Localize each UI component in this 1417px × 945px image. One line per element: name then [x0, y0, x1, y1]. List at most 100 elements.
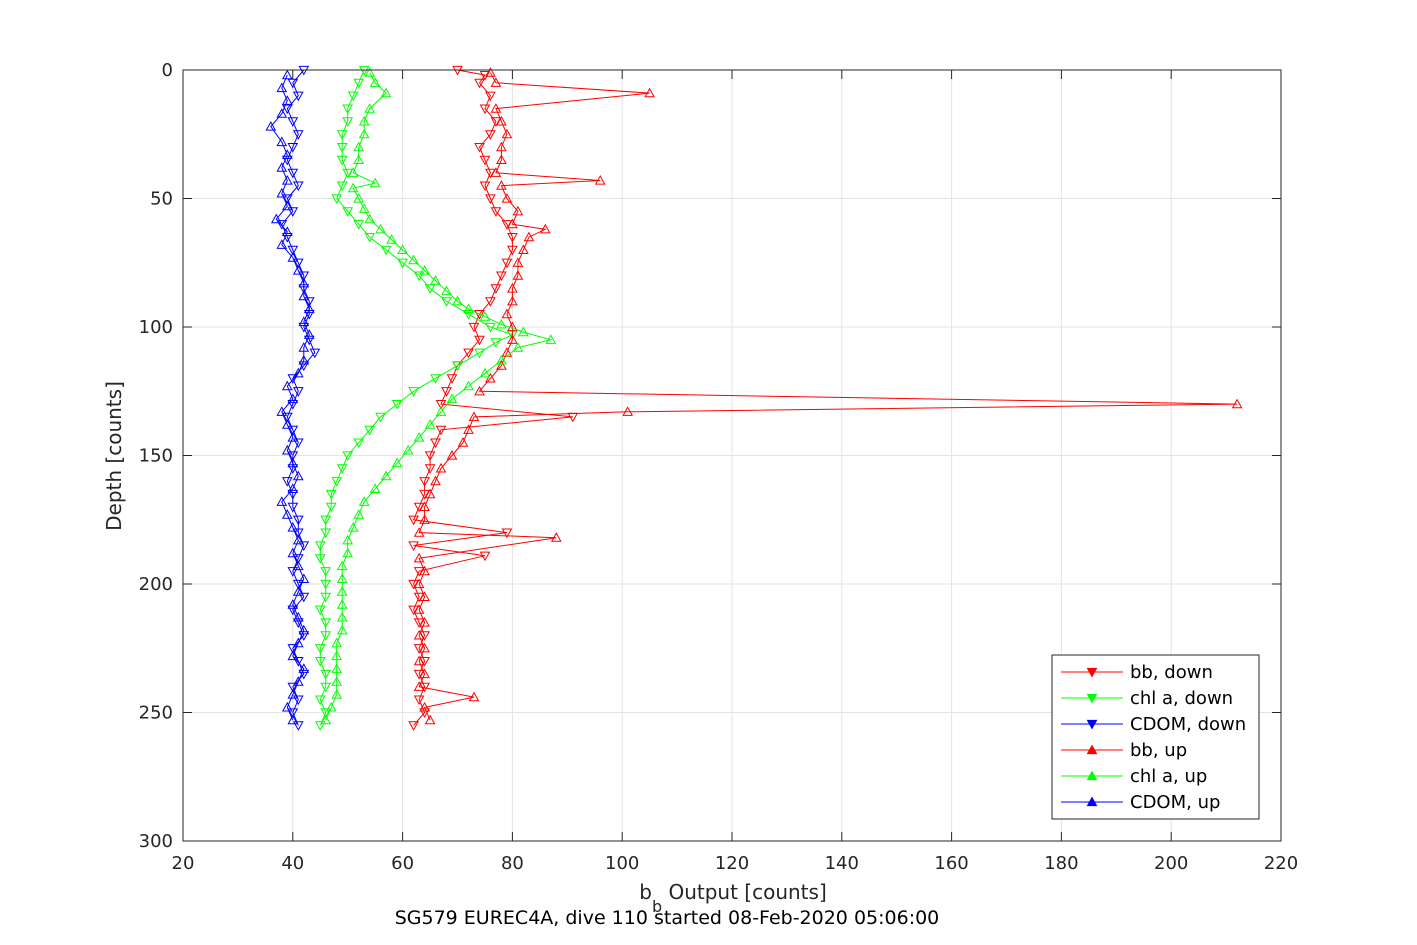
data-point	[320, 618, 332, 629]
data-point	[413, 431, 425, 442]
data-point	[419, 642, 430, 653]
data-point	[314, 721, 326, 731]
series-line	[270, 74, 310, 721]
data-point	[320, 567, 332, 577]
data-point	[298, 624, 310, 635]
y-tick-label: 0	[162, 60, 173, 81]
data-point	[287, 682, 299, 693]
data-point	[342, 451, 354, 462]
data-point	[490, 284, 502, 294]
data-point	[391, 457, 403, 468]
data-point	[419, 701, 430, 712]
data-point	[281, 509, 293, 519]
data-point	[430, 438, 441, 449]
data-point	[463, 303, 474, 314]
legend-item: bb, up	[1061, 740, 1187, 761]
data-point	[380, 87, 392, 98]
data-point	[281, 226, 293, 236]
data-point	[413, 527, 425, 537]
data-point	[292, 560, 304, 571]
data-point	[320, 579, 332, 590]
x-axis-label: bb Output [counts]	[639, 880, 827, 916]
data-point	[468, 411, 480, 422]
data-point	[298, 592, 310, 603]
data-point	[325, 502, 337, 513]
data-point	[490, 103, 502, 113]
data-point	[353, 192, 365, 203]
data-point	[292, 387, 304, 397]
data-point	[622, 406, 634, 416]
data-point	[479, 104, 491, 115]
legend-label: bb, down	[1130, 662, 1213, 683]
data-point	[336, 611, 348, 622]
data-point	[364, 425, 376, 436]
data-point	[336, 464, 348, 474]
data-point	[512, 257, 524, 267]
data-point	[336, 130, 348, 140]
data-point	[320, 515, 332, 526]
x-tick-label: 40	[281, 853, 304, 874]
data-point	[331, 194, 343, 205]
x-axis-label-rest: Output [counts]	[662, 880, 827, 904]
data-point	[507, 233, 518, 243]
data-point	[496, 180, 507, 190]
legend: bb, down chl a, down CDOM, down bb, up chl a…	[1051, 654, 1260, 820]
data-point	[331, 676, 343, 686]
x-tick-label: 120	[715, 853, 749, 874]
x-tick-label: 220	[1264, 853, 1298, 874]
data-point	[408, 254, 419, 265]
data-point	[501, 308, 513, 319]
data-point	[287, 78, 299, 89]
data-point	[523, 231, 535, 242]
data-point	[507, 334, 518, 344]
data-point	[298, 354, 310, 365]
series-5	[265, 69, 315, 725]
data-point	[424, 419, 436, 429]
data-point	[496, 154, 507, 164]
y-tick-label: 50	[150, 189, 173, 210]
data-point	[276, 496, 288, 506]
data-point	[331, 637, 343, 648]
data-point	[281, 444, 293, 455]
data-point	[353, 78, 365, 89]
data-point	[463, 424, 474, 434]
data-point	[303, 329, 315, 339]
data-point	[287, 599, 299, 609]
data-point	[512, 205, 524, 216]
data-point	[287, 143, 299, 153]
x-axis-label-base: b	[639, 880, 652, 904]
data-point	[281, 412, 293, 423]
data-point	[298, 573, 310, 583]
data-point	[501, 192, 513, 203]
data-point	[419, 591, 430, 601]
data-point	[358, 115, 370, 126]
legend-item: chl a, up	[1061, 766, 1207, 787]
data-point	[463, 310, 474, 320]
data-point	[287, 431, 299, 442]
data-point	[292, 528, 304, 539]
data-point	[518, 244, 529, 254]
data-point	[501, 128, 513, 139]
data-point	[413, 629, 425, 640]
data-point	[320, 682, 332, 693]
data-point	[419, 477, 430, 487]
data-point	[347, 182, 359, 193]
data-point	[446, 449, 458, 460]
data-point	[424, 714, 436, 725]
data-point	[507, 218, 518, 229]
data-point	[292, 438, 304, 449]
data-point	[430, 475, 441, 486]
data-point	[276, 82, 288, 93]
data-point	[468, 322, 480, 333]
legend-label: chl a, down	[1130, 688, 1233, 709]
legend-entries: bb, down chl a, down CDOM, down bb, up chl a…	[1061, 662, 1246, 813]
data-point	[281, 477, 293, 487]
data-point	[507, 245, 518, 256]
data-point	[391, 400, 403, 410]
legend-swatch-marker	[1086, 719, 1098, 730]
data-point	[336, 599, 348, 609]
data-point	[419, 514, 430, 524]
data-point	[353, 509, 365, 519]
x-tick-label: 200	[1154, 853, 1188, 874]
